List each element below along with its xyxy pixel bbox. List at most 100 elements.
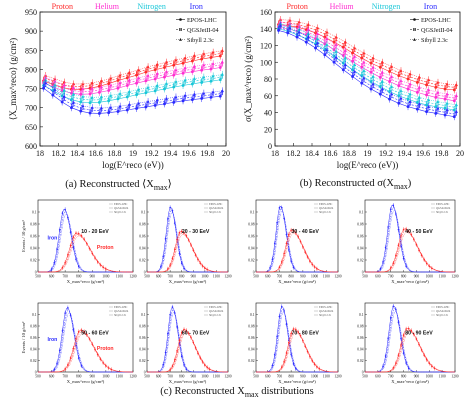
- series-line: [278, 30, 455, 117]
- data-point: [116, 97, 120, 101]
- data-point: [392, 367, 395, 369]
- data-point: [44, 81, 48, 85]
- y-tick-label: 0.08: [357, 222, 363, 226]
- data-point: [90, 95, 94, 99]
- legend-entry: QGSJetII-04: [436, 207, 451, 210]
- data-point: [306, 27, 310, 31]
- y-tick-label: 0.08: [30, 222, 36, 226]
- data-point: [380, 87, 384, 91]
- x-tick-label: 19.6: [182, 149, 196, 158]
- x-tick-label: 19.2: [379, 149, 393, 158]
- data-point: [280, 206, 283, 209]
- data-point: [107, 82, 111, 85]
- series-line: [44, 64, 222, 92]
- data-point: [135, 73, 138, 77]
- data-point: [452, 115, 456, 119]
- data-point: [397, 94, 401, 98]
- data-point: [146, 65, 150, 68]
- x-tick-label: 19.8: [200, 149, 214, 158]
- data-point: [436, 90, 440, 94]
- data-point: [180, 355, 183, 358]
- data-point: [285, 352, 288, 354]
- series-line: [45, 61, 223, 90]
- data-point: [172, 85, 176, 89]
- energy-bin-label: 70 - 80 EeV: [291, 331, 319, 337]
- data-point: [178, 339, 181, 342]
- data-point: [454, 110, 458, 113]
- x-tick-label: 900: [300, 375, 306, 379]
- data-point: [304, 40, 308, 44]
- distribution-curve: [38, 309, 133, 373]
- x-tick-label: 1000: [201, 375, 208, 379]
- data-point: [443, 97, 447, 101]
- data-point: [454, 94, 458, 97]
- data-point: [382, 261, 384, 263]
- data-point: [178, 231, 181, 234]
- data-point: [178, 252, 181, 255]
- data-point: [202, 63, 206, 67]
- data-point: [362, 60, 366, 64]
- energy-bin-label: 60 - 70 EeV: [182, 331, 210, 337]
- data-point: [343, 63, 347, 66]
- series-line: [43, 79, 221, 104]
- data-point: [353, 69, 357, 73]
- data-point: [169, 206, 171, 209]
- data-point: [118, 73, 122, 77]
- data-point: [50, 268, 53, 270]
- data-point: [408, 72, 412, 76]
- x-tick-label: 18.8: [107, 149, 121, 158]
- data-point: [323, 42, 327, 46]
- data-point: [146, 73, 150, 77]
- x-tick-label: 800: [76, 275, 82, 279]
- data-point: [273, 353, 276, 356]
- x-tick-label: 1000: [426, 275, 433, 279]
- data-point: [144, 70, 148, 74]
- y-tick-label: 950: [25, 8, 37, 17]
- data-point: [323, 48, 327, 52]
- data-point: [360, 74, 364, 78]
- series-line: [44, 53, 222, 87]
- x-tick-label: 900: [414, 375, 420, 379]
- data-point: [445, 101, 449, 105]
- x-tick-label: 600: [156, 275, 162, 279]
- data-point: [288, 233, 290, 236]
- plot-frame: [37, 199, 134, 273]
- data-point: [351, 75, 354, 78]
- y-axis-label: σ(X_max^reco) (g/cm²): [243, 36, 253, 122]
- data-point: [125, 84, 129, 87]
- data-point: [181, 71, 185, 75]
- x-tick-label: 700: [388, 375, 394, 379]
- data-point: [325, 30, 329, 34]
- data-point: [200, 81, 204, 84]
- data-point: [109, 105, 113, 109]
- data-point: [452, 88, 456, 92]
- distribution-curve: [256, 231, 339, 273]
- data-point: [378, 85, 382, 88]
- x-tick-label: 700: [167, 375, 173, 379]
- x-tick-label: 900: [414, 275, 420, 279]
- y-tick-label: 0.04: [357, 347, 363, 351]
- plot-frame: [364, 199, 456, 273]
- legend-entry: QGSJetII-04: [114, 207, 129, 210]
- data-point: [209, 79, 213, 83]
- x-tick-label: 900: [191, 375, 197, 379]
- data-point: [88, 111, 92, 115]
- data-point: [218, 54, 222, 58]
- data-point: [343, 40, 347, 44]
- data-point: [415, 91, 419, 94]
- data-point: [417, 85, 421, 89]
- data-point: [155, 98, 159, 102]
- data-point: [176, 238, 178, 241]
- x-tick-label: 1200: [334, 375, 341, 379]
- data-point: [160, 265, 162, 268]
- data-point: [323, 53, 327, 57]
- data-point: [72, 82, 76, 86]
- x-tick-label: 600: [49, 375, 55, 379]
- data-point: [387, 226, 389, 228]
- data-point: [53, 79, 57, 83]
- data-point: [64, 208, 66, 211]
- x-axis-label: X_max^reco (g/cm²): [169, 379, 207, 384]
- data-point: [425, 83, 428, 87]
- data-point: [323, 35, 327, 39]
- energy-bin-label: 30 - 40 EeV: [291, 229, 319, 235]
